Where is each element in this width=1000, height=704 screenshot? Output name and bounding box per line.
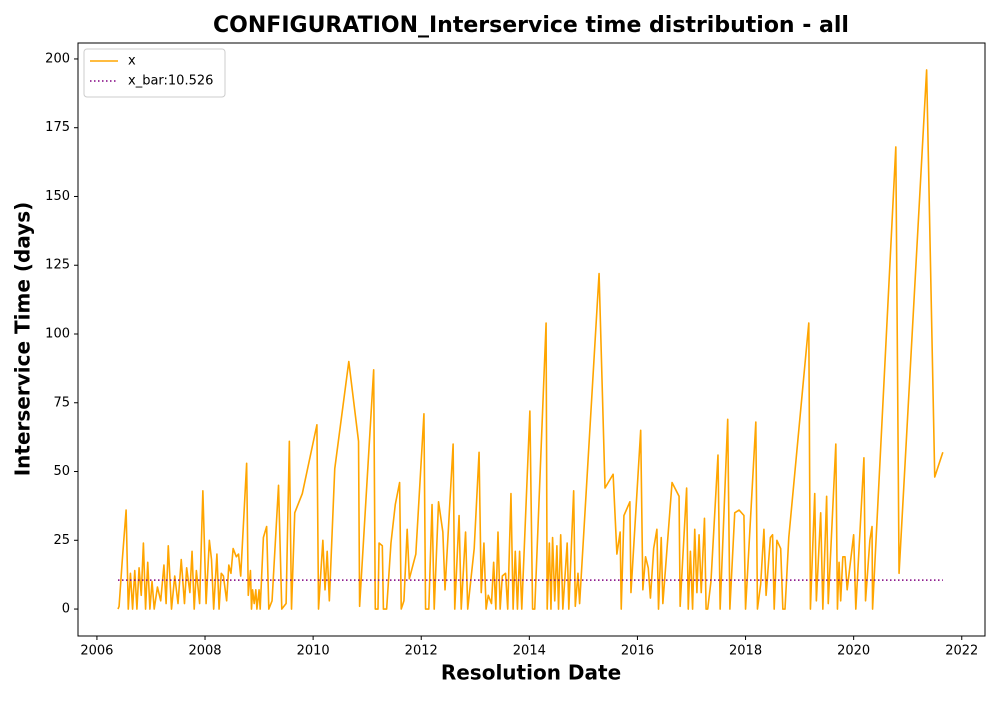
x-tick-label: 2018 bbox=[729, 644, 762, 659]
y-tick-label: 150 bbox=[45, 189, 70, 204]
y-tick-label: 125 bbox=[45, 258, 70, 273]
y-tick-label: 25 bbox=[53, 533, 70, 548]
x-tick-label: 2014 bbox=[513, 644, 546, 659]
y-tick-label: 100 bbox=[45, 326, 70, 341]
y-tick-label: 175 bbox=[45, 120, 70, 135]
x-axis-label: Resolution Date bbox=[441, 661, 621, 685]
x-tick-label: 2020 bbox=[837, 644, 870, 659]
y-tick-label: 200 bbox=[45, 51, 70, 66]
chart-title: CONFIGURATION_Interservice time distribu… bbox=[213, 13, 849, 38]
x-tick-label: 2022 bbox=[945, 644, 978, 659]
y-axis-label: Interservice Time (days) bbox=[11, 202, 35, 477]
x-tick-label: 2016 bbox=[621, 644, 654, 659]
y-tick-label: 75 bbox=[53, 395, 70, 410]
x-tick-label: 2006 bbox=[80, 644, 113, 659]
x-tick-label: 2012 bbox=[405, 644, 438, 659]
legend-label: x bbox=[128, 54, 136, 69]
series-line bbox=[117, 69, 944, 610]
y-tick-label: 0 bbox=[62, 602, 70, 617]
x-tick-label: 2008 bbox=[188, 644, 221, 659]
x-tick-label: 2010 bbox=[297, 644, 330, 659]
plot-frame bbox=[77, 42, 986, 637]
legend-box bbox=[83, 48, 226, 98]
legend-label: x_bar:10.526 bbox=[128, 74, 213, 89]
y-tick-label: 50 bbox=[53, 464, 70, 479]
